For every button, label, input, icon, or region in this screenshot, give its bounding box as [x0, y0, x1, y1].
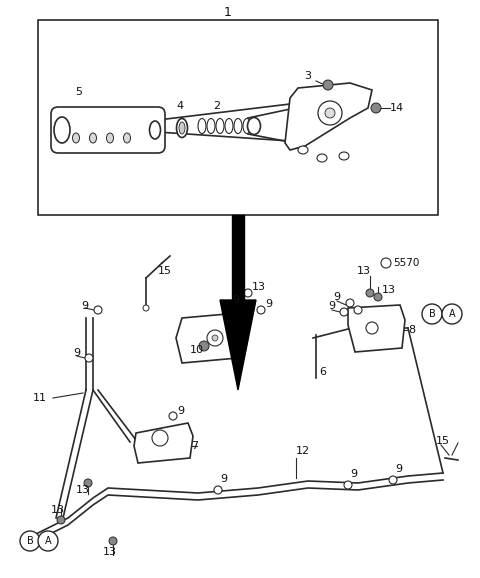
Circle shape — [152, 430, 168, 446]
Text: 13: 13 — [51, 505, 65, 515]
Circle shape — [57, 516, 65, 524]
Circle shape — [340, 308, 348, 316]
Text: 14: 14 — [390, 103, 404, 113]
Ellipse shape — [179, 122, 185, 134]
Text: 15: 15 — [436, 436, 450, 446]
Circle shape — [85, 354, 93, 362]
Polygon shape — [176, 313, 248, 363]
Text: 9: 9 — [73, 348, 80, 358]
Text: B: B — [429, 309, 435, 319]
Text: 10: 10 — [190, 345, 204, 355]
Circle shape — [214, 486, 222, 494]
Circle shape — [224, 302, 232, 310]
Circle shape — [143, 305, 149, 311]
Polygon shape — [285, 83, 372, 150]
Text: 9: 9 — [232, 295, 239, 305]
Circle shape — [257, 306, 265, 314]
Polygon shape — [220, 300, 256, 390]
Text: 9: 9 — [350, 469, 357, 479]
Text: 9: 9 — [81, 301, 88, 311]
Circle shape — [323, 80, 333, 90]
Text: 9: 9 — [328, 301, 335, 311]
Ellipse shape — [216, 118, 224, 134]
Text: 13: 13 — [76, 485, 90, 495]
Text: 9: 9 — [177, 406, 184, 416]
Circle shape — [381, 258, 391, 268]
Text: 1: 1 — [224, 6, 232, 20]
Circle shape — [244, 289, 252, 297]
Text: B: B — [26, 536, 34, 546]
Polygon shape — [232, 215, 244, 300]
Circle shape — [344, 481, 352, 489]
FancyBboxPatch shape — [51, 107, 165, 153]
Text: 5: 5 — [75, 87, 82, 97]
Text: 3: 3 — [304, 71, 311, 81]
Ellipse shape — [234, 118, 242, 134]
Circle shape — [371, 103, 381, 113]
Ellipse shape — [107, 133, 113, 143]
Ellipse shape — [72, 133, 80, 143]
Ellipse shape — [207, 118, 215, 134]
Text: 9: 9 — [265, 299, 272, 309]
Circle shape — [38, 531, 58, 551]
Circle shape — [318, 101, 342, 125]
Ellipse shape — [339, 152, 349, 160]
Bar — [38, 20, 438, 215]
Ellipse shape — [248, 117, 261, 135]
Text: 9: 9 — [395, 464, 402, 474]
Circle shape — [109, 537, 117, 545]
Text: 13: 13 — [382, 285, 396, 295]
Circle shape — [20, 531, 40, 551]
Text: 12: 12 — [296, 446, 310, 456]
Circle shape — [389, 476, 397, 484]
Ellipse shape — [149, 121, 160, 139]
Polygon shape — [134, 423, 193, 463]
Circle shape — [207, 330, 223, 346]
Circle shape — [442, 304, 462, 324]
Text: 2: 2 — [213, 101, 220, 111]
Ellipse shape — [298, 146, 308, 154]
Circle shape — [366, 289, 374, 297]
Circle shape — [199, 341, 209, 351]
Ellipse shape — [225, 118, 233, 134]
Circle shape — [346, 299, 354, 307]
Ellipse shape — [89, 133, 96, 143]
Text: 6: 6 — [319, 367, 326, 377]
Text: 15: 15 — [158, 266, 172, 276]
Circle shape — [354, 306, 362, 314]
Text: 13: 13 — [357, 266, 371, 276]
Text: 5570: 5570 — [393, 258, 420, 268]
Ellipse shape — [198, 118, 206, 134]
Text: 13: 13 — [252, 282, 266, 292]
Ellipse shape — [54, 117, 70, 143]
Circle shape — [212, 335, 218, 341]
Text: 9: 9 — [333, 292, 340, 302]
Circle shape — [422, 304, 442, 324]
Text: 11: 11 — [33, 393, 47, 403]
Text: 7: 7 — [191, 441, 198, 451]
Text: 4: 4 — [176, 101, 183, 111]
Text: A: A — [45, 536, 51, 546]
Ellipse shape — [317, 154, 327, 162]
Circle shape — [325, 108, 335, 118]
Circle shape — [169, 412, 177, 420]
Ellipse shape — [123, 133, 131, 143]
Ellipse shape — [177, 118, 188, 138]
Text: A: A — [449, 309, 456, 319]
Text: 9: 9 — [220, 474, 227, 484]
Text: 13: 13 — [103, 547, 117, 557]
Circle shape — [374, 293, 382, 301]
Text: 8: 8 — [408, 325, 415, 335]
Circle shape — [84, 479, 92, 487]
Polygon shape — [348, 305, 405, 352]
Circle shape — [94, 306, 102, 314]
Ellipse shape — [243, 118, 251, 134]
Circle shape — [366, 322, 378, 334]
